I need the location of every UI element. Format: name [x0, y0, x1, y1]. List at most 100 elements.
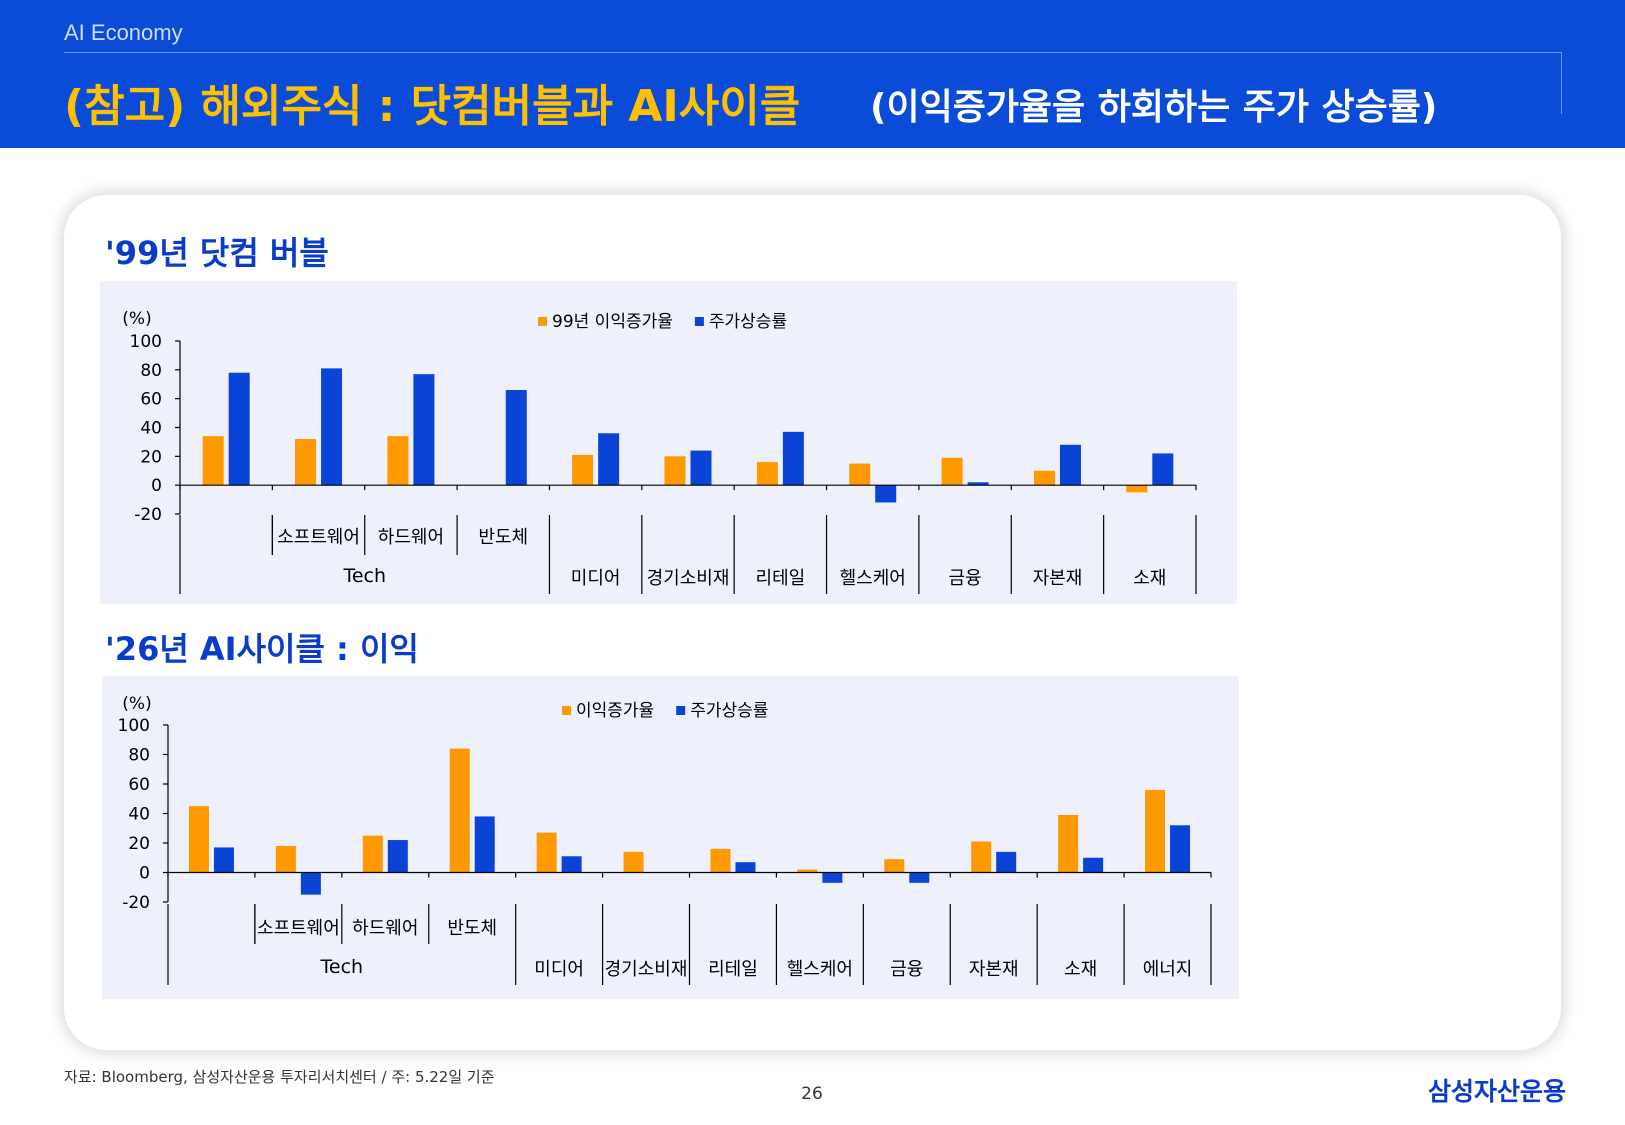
bar-price — [967, 482, 989, 486]
y-tick-label: 0 — [151, 476, 162, 496]
header-divider — [64, 52, 1561, 53]
legend-swatch — [562, 706, 571, 715]
chart-1-title: '99년 닷컴 버블 — [105, 234, 329, 272]
bar-price — [561, 856, 582, 873]
category-label: 반도체 — [478, 527, 528, 548]
page-title: (참고) 해외주식 : 닷컴버블과 AI사이클 — [64, 81, 801, 132]
section-label: AI Economy — [64, 20, 183, 45]
bar-price — [782, 431, 804, 486]
bar-earnings — [387, 436, 409, 486]
bar-price — [321, 368, 343, 486]
chart-1-panel: (%) -20 0 20 40 60 80 100 소프트웨어 하드웨어 반도체 미디어 경기소비재 리테… — [100, 281, 1237, 604]
legend-label: 이익증가율 — [576, 701, 654, 721]
legend-swatch — [538, 317, 547, 326]
bar-earnings — [1033, 470, 1055, 486]
bar-price — [1059, 444, 1081, 486]
category-label: 금융 — [949, 568, 982, 589]
bar-earnings — [971, 841, 992, 873]
bar-price — [1152, 453, 1174, 486]
y-tick-label: 60 — [140, 390, 162, 410]
bar-earnings — [1145, 789, 1166, 873]
bar-price — [822, 872, 843, 883]
y-tick-label: 40 — [128, 805, 150, 825]
y-tick-label: 40 — [140, 419, 162, 439]
bar-earnings — [797, 869, 818, 873]
category-label: 경기소비재 — [647, 568, 730, 589]
category-label: 하드웨어 — [378, 527, 444, 548]
bar-price — [474, 816, 495, 873]
bar-price — [413, 374, 435, 486]
bar-earnings — [884, 859, 905, 873]
bar-earnings — [1126, 485, 1148, 493]
category-label: 반도체 — [447, 918, 497, 939]
bar-earnings — [710, 848, 731, 873]
chart-2-title: '26년 AI사이클 : 이익 — [105, 630, 419, 668]
legend-swatch — [694, 317, 704, 326]
company-logo: 삼성자산운용 — [1428, 1077, 1567, 1106]
source-note: 자료: Bloomberg, 삼성자산운용 투자리서치센터 / 주: 5.22일… — [64, 1068, 495, 1086]
category-label: 하드웨어 — [352, 918, 418, 939]
bar-earnings — [941, 457, 963, 486]
page-subtitle: (이익증가율을 하회하는 주가 상승률) — [870, 87, 1438, 128]
category-label: 리테일 — [756, 568, 806, 589]
legend-label: 주가상승률 — [709, 312, 787, 332]
category-label: 소재 — [1133, 568, 1166, 589]
bar-price — [1170, 825, 1191, 873]
page-number: 26 — [801, 1084, 823, 1104]
category-label: 경기소비재 — [605, 959, 688, 980]
legend-label: 99년 이익증가율 — [552, 312, 673, 332]
category-label: 소프트웨어 — [277, 527, 360, 548]
bar-earnings — [756, 462, 778, 486]
bar-price — [228, 372, 250, 486]
bar-price — [735, 862, 756, 873]
y-tick-label: 0 — [139, 864, 150, 884]
chart-2-panel: (%) -20 0 20 40 60 80 100 소프트웨어 하드웨어 반도체 미디어 경기소비재 리테… — [102, 676, 1239, 999]
category-label: 금융 — [890, 959, 923, 980]
legend-swatch — [676, 706, 686, 715]
bar-earnings — [275, 845, 296, 873]
category-label: 자본재 — [969, 959, 1019, 980]
y-tick-label: 100 — [130, 332, 162, 352]
category-label: 헬스케어 — [840, 568, 906, 589]
bar-price — [300, 872, 321, 895]
bar-earnings — [188, 806, 209, 873]
group-label-tech: Tech — [320, 956, 364, 978]
bar-price — [875, 485, 897, 503]
y-tick-label: 80 — [140, 361, 162, 381]
y-tick-label: 20 — [140, 447, 162, 467]
header-divider-end — [1561, 52, 1562, 114]
category-label: 에너지 — [1143, 959, 1193, 980]
bar-earnings — [623, 851, 644, 873]
bar-earnings — [849, 463, 871, 486]
y-tick-label: -20 — [122, 893, 150, 913]
bar-price — [1083, 857, 1104, 873]
bar-earnings — [1058, 814, 1079, 873]
legend-label: 주가상승률 — [690, 701, 768, 721]
bar-earnings — [449, 748, 470, 873]
y-tick-label: 80 — [128, 746, 150, 766]
y-tick-label: 100 — [118, 716, 150, 736]
category-label: 자본재 — [1033, 568, 1083, 589]
bar-price — [690, 450, 712, 486]
category-label: 소프트웨어 — [257, 918, 340, 939]
bar-price — [505, 390, 527, 486]
category-label: 미디어 — [534, 959, 584, 980]
category-label: 소재 — [1064, 959, 1097, 980]
bar-price — [598, 433, 620, 486]
bar-price — [387, 840, 408, 873]
header-bar: AI Economy (참고) 해외주식 : 닷컴버블과 AI사이클 (이익증가… — [0, 0, 1625, 148]
category-label: 미디어 — [571, 568, 621, 589]
bar-earnings — [572, 454, 594, 486]
y-tick-label: 20 — [128, 834, 150, 854]
bar-price — [213, 847, 234, 873]
bar-earnings — [202, 436, 224, 486]
category-label: 리테일 — [708, 959, 758, 980]
y-axis-label: (%) — [122, 309, 151, 329]
bar-earnings — [664, 456, 686, 486]
group-label-tech: Tech — [342, 565, 386, 587]
bar-earnings — [295, 439, 317, 486]
bar-price — [909, 872, 930, 883]
bar-earnings — [536, 832, 557, 873]
